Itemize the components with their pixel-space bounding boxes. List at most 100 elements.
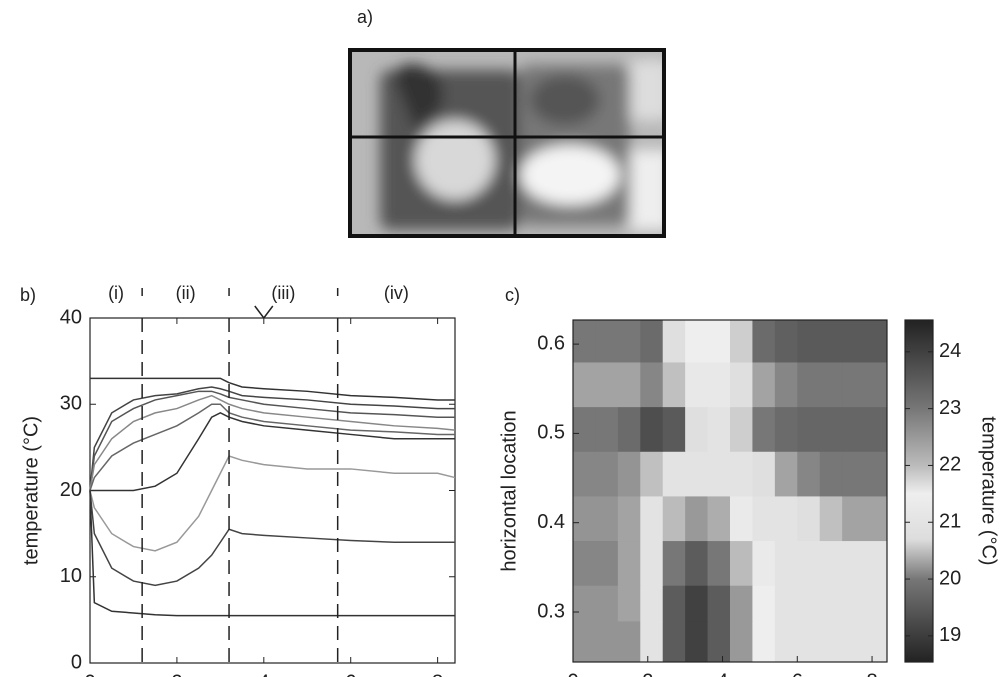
x-tick-label: 2 xyxy=(171,671,182,677)
heatmap-cell xyxy=(595,620,619,663)
heatmap-cell xyxy=(819,320,843,363)
heatmap-cell xyxy=(752,451,776,497)
colorbar xyxy=(904,319,934,663)
panel-label: c) xyxy=(505,285,520,305)
phase-label: (i) xyxy=(108,283,124,303)
heatmap-cell xyxy=(573,406,596,452)
heatmap-cell xyxy=(707,495,731,542)
heatmap-cell xyxy=(819,620,843,663)
heatmap-cell xyxy=(662,620,686,663)
heatmap-cell xyxy=(685,540,709,586)
heatmap-cell xyxy=(819,585,843,622)
heatmap-cell xyxy=(730,495,753,542)
y-axis-label: horizontal location xyxy=(498,410,520,571)
heatmap-cell xyxy=(573,620,596,663)
heatmap-cell xyxy=(730,451,753,497)
heatmap-cell xyxy=(864,495,888,542)
heatmap-cell xyxy=(662,406,686,452)
x-tick-label: 6 xyxy=(792,670,803,677)
photo xyxy=(348,48,666,238)
y-tick-label: 40 xyxy=(60,306,82,328)
heatmap-cell xyxy=(774,540,798,586)
x-tick-label: 8 xyxy=(866,670,877,677)
heatmap-cell xyxy=(819,406,843,452)
colorbar-tick-label: 19 xyxy=(939,624,961,646)
heatmap-cell xyxy=(685,361,709,408)
heatmap-cell xyxy=(685,495,709,542)
heatmap xyxy=(573,320,888,663)
heatmap-cell xyxy=(797,540,821,586)
heatmap-cell xyxy=(617,320,641,363)
heatmap-cell xyxy=(842,495,866,542)
colorbar-tick-label: 20 xyxy=(939,567,961,589)
heatmap-cell xyxy=(797,620,821,663)
series-line xyxy=(89,390,455,491)
heatmap-cell xyxy=(842,585,866,622)
heatmap-cell xyxy=(573,320,596,363)
x-tick-label: 0 xyxy=(84,671,95,677)
heatmap-cell xyxy=(662,585,686,622)
heatmap-cell xyxy=(595,361,619,408)
heatmap-cell xyxy=(774,361,798,408)
heatmap-cell xyxy=(640,620,664,663)
heatmap-cell xyxy=(662,320,686,363)
heatmap-cell xyxy=(595,406,619,452)
heatmap-cell xyxy=(685,585,709,622)
heatmap-cell xyxy=(864,585,888,622)
y-tick-label: 0.6 xyxy=(537,332,565,354)
colorbar-tick-label: 24 xyxy=(939,340,961,362)
heatmap-cell xyxy=(864,320,888,363)
heatmap-cell xyxy=(774,451,798,497)
heatmap-cell xyxy=(752,620,776,663)
heatmap-cell xyxy=(774,620,798,663)
heatmap-cell xyxy=(774,406,798,452)
x-tick-label: 6 xyxy=(345,671,356,677)
heatmap-cell xyxy=(640,540,664,586)
marker xyxy=(254,305,274,320)
x-tick-label: 4 xyxy=(717,670,728,677)
heatmap-cell xyxy=(707,406,731,452)
heatmap-cell xyxy=(842,320,866,363)
x-tick-label: 8 xyxy=(432,671,443,677)
heatmap-cell xyxy=(573,361,596,408)
series-line xyxy=(89,490,455,617)
y-tick-label: 0.4 xyxy=(537,511,565,533)
heatmap-cell xyxy=(685,620,709,663)
heatmap-cell xyxy=(752,585,776,622)
phase-label: (iii) xyxy=(271,283,295,303)
heatmap-cell xyxy=(797,406,821,452)
heatmap-cell xyxy=(730,620,753,663)
heatmap-cell xyxy=(842,620,866,663)
colorbar-tick-label: 21 xyxy=(939,511,961,533)
heatmap-cell xyxy=(617,451,641,497)
heatmap-cell xyxy=(685,320,709,363)
heatmap-cell xyxy=(595,585,619,622)
heatmap-cell xyxy=(819,495,843,542)
y-tick-label: 30 xyxy=(60,393,82,415)
heatmap-cell xyxy=(662,361,686,408)
heatmap-cell xyxy=(864,540,888,586)
heatmap-cell xyxy=(752,361,776,408)
heatmap-cell xyxy=(730,406,753,452)
heatmap-cell xyxy=(842,361,866,408)
heatmap-cell xyxy=(797,451,821,497)
heatmap-cell xyxy=(685,406,709,452)
heatmap-cell xyxy=(797,495,821,542)
heatmap-cell xyxy=(707,361,731,408)
series-line xyxy=(90,412,455,492)
colorbar-tick-label: 22 xyxy=(939,454,961,476)
heatmap-cell xyxy=(730,361,753,408)
heatmap-cell xyxy=(730,320,753,363)
heatmap-cell xyxy=(774,585,798,622)
heatmap-cell xyxy=(573,585,596,622)
heatmap-cell xyxy=(707,320,731,363)
heatmap-cell xyxy=(864,451,888,497)
heatmap-cell xyxy=(864,406,888,452)
heatmap-cell xyxy=(617,585,641,622)
heatmap-cell xyxy=(730,585,753,622)
heatmap-cell xyxy=(640,320,664,363)
panel-label: a) xyxy=(357,7,373,27)
phase-label: (ii) xyxy=(176,283,196,303)
